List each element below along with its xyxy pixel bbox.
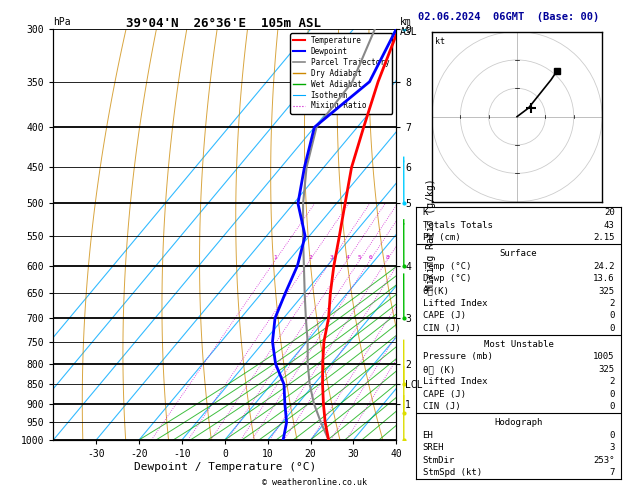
Text: 3: 3 [330,255,333,260]
Text: 02.06.2024  06GMT  (Base: 00): 02.06.2024 06GMT (Base: 00) [418,12,599,22]
Text: 43: 43 [604,221,615,230]
Text: Dewp (°C): Dewp (°C) [423,274,471,283]
Text: Lifted Index: Lifted Index [423,299,487,308]
Text: 2: 2 [308,255,312,260]
Text: CAPE (J): CAPE (J) [423,312,465,320]
Text: 1005: 1005 [593,352,615,362]
Text: CIN (J): CIN (J) [423,324,460,333]
Y-axis label: Mixing Ratio (g/kg): Mixing Ratio (g/kg) [426,179,436,290]
Text: 5: 5 [358,255,362,260]
Text: 325: 325 [599,287,615,295]
Text: 8: 8 [386,255,389,260]
Text: 0: 0 [610,431,615,440]
Text: θᴇ(K): θᴇ(K) [423,287,449,295]
Text: 0: 0 [610,390,615,399]
Text: 2: 2 [610,299,615,308]
Text: Totals Totals: Totals Totals [423,221,493,230]
Text: hPa: hPa [53,17,71,27]
Text: θᴇ (K): θᴇ (K) [423,365,455,374]
Text: CAPE (J): CAPE (J) [423,390,465,399]
Text: PW (cm): PW (cm) [423,233,460,242]
Text: 3: 3 [610,443,615,452]
Text: Pressure (mb): Pressure (mb) [423,352,493,362]
Text: kt: kt [435,37,445,46]
Text: 325: 325 [599,365,615,374]
Text: km
ASL: km ASL [399,17,417,37]
Text: 24.2: 24.2 [593,261,615,271]
Text: 253°: 253° [593,455,615,465]
Text: EH: EH [423,431,433,440]
Text: 0: 0 [610,324,615,333]
Text: Lifted Index: Lifted Index [423,377,487,386]
Text: StmSpd (kt): StmSpd (kt) [423,468,482,477]
X-axis label: Dewpoint / Temperature (°C): Dewpoint / Temperature (°C) [134,462,316,471]
Text: 6: 6 [369,255,372,260]
Text: 2: 2 [610,377,615,386]
Text: © weatheronline.co.uk: © weatheronline.co.uk [262,478,367,486]
Text: StmDir: StmDir [423,455,455,465]
Text: 0: 0 [610,402,615,411]
Text: Hodograph: Hodograph [494,418,543,427]
Text: 39°04'N  26°36'E  105m ASL: 39°04'N 26°36'E 105m ASL [126,17,321,30]
Text: 0: 0 [610,312,615,320]
Text: 20: 20 [604,208,615,217]
Text: 1: 1 [274,255,277,260]
Text: CIN (J): CIN (J) [423,402,460,411]
Text: K: K [423,208,428,217]
Legend: Temperature, Dewpoint, Parcel Trajectory, Dry Adiabat, Wet Adiabat, Isotherm, Mi: Temperature, Dewpoint, Parcel Trajectory… [290,33,392,114]
Text: SREH: SREH [423,443,444,452]
Text: Temp (°C): Temp (°C) [423,261,471,271]
Text: 2.15: 2.15 [593,233,615,242]
Text: 4: 4 [345,255,349,260]
Text: Surface: Surface [500,249,537,258]
Text: Most Unstable: Most Unstable [484,340,554,349]
Text: 13.6: 13.6 [593,274,615,283]
Text: 7: 7 [610,468,615,477]
